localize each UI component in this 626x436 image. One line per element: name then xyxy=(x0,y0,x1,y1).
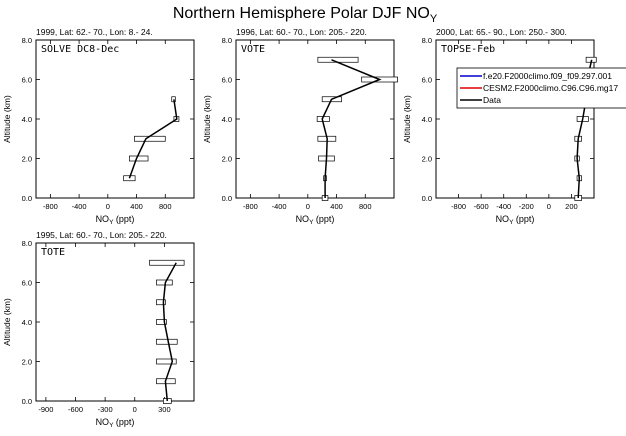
y-tick-label: 2.0 xyxy=(422,155,432,164)
campaign-label: TOTE xyxy=(41,247,65,258)
range-box xyxy=(129,155,149,162)
x-tick-label: -600 xyxy=(474,202,489,211)
y-tick-label: 4.0 xyxy=(22,115,32,124)
x-tick-label: 200 xyxy=(565,202,578,211)
legend-label: CESM2.F2000climo.C96.C96.mg17 xyxy=(483,83,618,93)
x-tick-label: -400 xyxy=(272,202,287,211)
x-axis-label: NOY (ppt) xyxy=(96,417,135,429)
campaign-label: SOLVE DC8-Dec xyxy=(41,44,119,55)
plot-frame xyxy=(235,39,395,199)
x-axis-label: NOY (ppt) xyxy=(96,214,135,226)
chart-panel-2: 1996, Lat: 60.- 70., Lon: 205.- 220. VOTE… xyxy=(202,27,398,226)
data-line xyxy=(162,262,177,402)
y-tick-label: 4.0 xyxy=(222,115,232,124)
legend-label: Data xyxy=(483,95,501,105)
y-tick-label: 4.0 xyxy=(22,318,32,327)
chart-panel-3: 2000, Lat: 65.- 90., Lon: 250.- 300. TOPS… xyxy=(402,27,597,226)
x-tick-label: -800 xyxy=(43,202,58,211)
y-tick-label: 6.0 xyxy=(22,76,32,85)
legend: f.e20.F2000climo.f09_f09.297.001 CESM2.F2… xyxy=(456,67,626,109)
y-tick-label: 8.0 xyxy=(22,36,32,45)
y-axis-label: Altitude (km) xyxy=(2,95,12,143)
x-axis-label: NOY (ppt) xyxy=(296,214,335,226)
y-tick-label: 2.0 xyxy=(22,358,32,367)
x-tick-label: 800 xyxy=(359,202,372,211)
y-axis-label: Altitude (km) xyxy=(402,95,412,143)
page-title: Northern Hemisphere Polar DJF NOY xyxy=(173,5,438,25)
x-tick-label: -400 xyxy=(496,202,511,211)
y-tick-label: 8.0 xyxy=(422,36,432,45)
x-tick-label: 400 xyxy=(330,202,343,211)
plot-frame xyxy=(435,39,595,199)
chart-panel-4: 1995, Lat: 60.- 70., Lon: 205.- 220. TOTE… xyxy=(2,230,195,429)
range-box xyxy=(156,319,167,325)
y-axis-label: Altitude (km) xyxy=(202,95,212,143)
panels: 1999, Lat: 62.- 70., Lon: 8.- 24. SOLVE D… xyxy=(2,27,597,429)
range-box xyxy=(156,358,177,365)
chart-panel-1: 1999, Lat: 62.- 70., Lon: 8.- 24. SOLVE D… xyxy=(2,27,195,226)
plot-frame xyxy=(35,39,195,199)
y-tick-label: 0.0 xyxy=(422,194,432,203)
y-tick-label: 0.0 xyxy=(22,397,32,406)
range-box xyxy=(156,279,173,286)
x-tick-label: 0 xyxy=(133,405,137,414)
panel-header: 1995, Lat: 60.- 70., Lon: 205.- 220. xyxy=(36,230,167,240)
data-line xyxy=(128,99,178,179)
y-tick-label: 0.0 xyxy=(22,194,32,203)
x-tick-label: -800 xyxy=(243,202,258,211)
x-tick-label: 0 xyxy=(306,202,310,211)
x-tick-label: 0 xyxy=(547,202,551,211)
x-tick-label: -300 xyxy=(98,405,113,414)
campaign-label: VOTE xyxy=(241,44,265,55)
range-box xyxy=(149,259,185,266)
range-box xyxy=(156,338,178,345)
y-tick-label: 8.0 xyxy=(22,239,32,248)
x-tick-label: 0 xyxy=(106,202,110,211)
data-line xyxy=(321,59,382,198)
y-tick-label: 6.0 xyxy=(422,76,432,85)
range-box xyxy=(317,56,359,63)
y-tick-label: 4.0 xyxy=(422,115,432,124)
x-tick-label: 400 xyxy=(130,202,143,211)
x-tick-label: -800 xyxy=(451,202,466,211)
y-tick-label: 6.0 xyxy=(222,76,232,85)
x-tick-label: -900 xyxy=(38,405,53,414)
x-tick-label: -400 xyxy=(72,202,87,211)
x-tick-label: 300 xyxy=(158,405,171,414)
x-tick-label: 800 xyxy=(159,202,172,211)
panel-header: 2000, Lat: 65.- 90., Lon: 250.- 300. xyxy=(436,27,567,37)
x-tick-label: -600 xyxy=(68,405,83,414)
y-tick-label: 8.0 xyxy=(222,36,232,45)
panel-header: 1996, Lat: 60.- 70., Lon: 205.- 220. xyxy=(236,27,367,37)
range-box xyxy=(156,299,166,306)
y-tick-label: 2.0 xyxy=(222,155,232,164)
legend-label: f.e20.F2000climo.f09_f09.297.001 xyxy=(483,71,612,81)
y-tick-label: 6.0 xyxy=(22,279,32,288)
legend-box xyxy=(456,67,626,109)
x-tick-label: -200 xyxy=(519,202,534,211)
y-tick-label: 0.0 xyxy=(222,194,232,203)
y-tick-label: 2.0 xyxy=(22,155,32,164)
y-axis-label: Altitude (km) xyxy=(2,298,12,346)
x-axis-label: NOY (ppt) xyxy=(496,214,535,226)
panel-header: 1999, Lat: 62.- 70., Lon: 8.- 24. xyxy=(36,27,153,37)
campaign-label: TOPSE-Feb xyxy=(441,44,495,55)
plot-frame xyxy=(35,242,195,402)
